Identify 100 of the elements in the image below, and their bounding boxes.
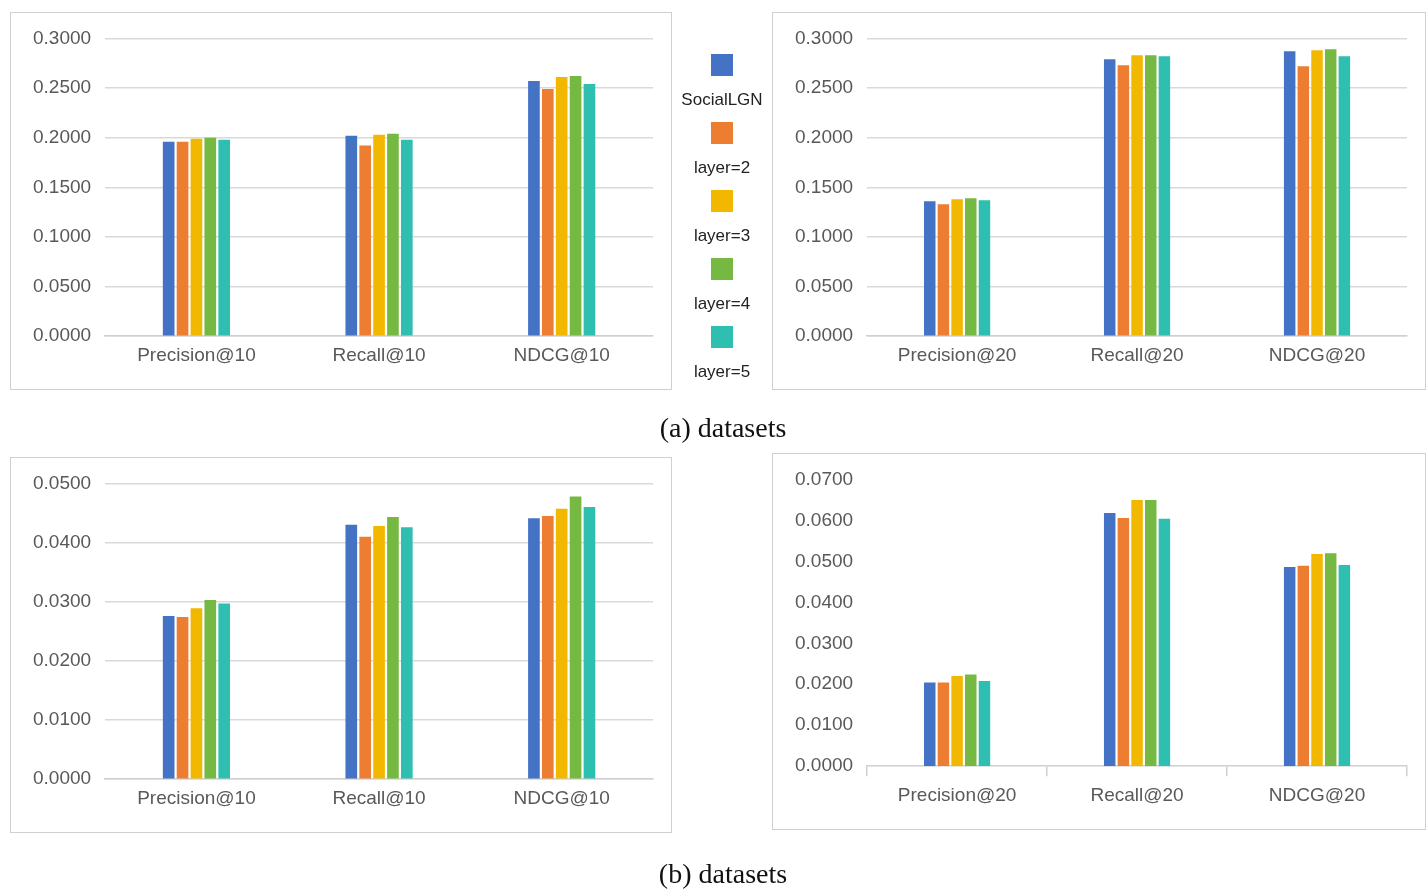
bar — [345, 135, 358, 336]
bar — [924, 682, 936, 767]
x-tick-label: NDCG@10 — [513, 343, 610, 365]
bar — [1131, 55, 1143, 336]
y-tick-label: 0.0400 — [32, 530, 92, 552]
bar — [373, 134, 385, 336]
bar — [555, 508, 568, 779]
y-tick-label: 0.3000 — [32, 26, 92, 48]
y-tick-label: 0.0500 — [794, 274, 854, 296]
y-tick-label: 0.1000 — [32, 225, 92, 247]
y-tick-label: 0.3000 — [794, 26, 854, 48]
bar — [528, 81, 540, 336]
text: (b) datasets — [657, 858, 789, 890]
x-tick-label: Recall@20 — [1090, 343, 1184, 365]
x-tick-label: Precision@10 — [137, 343, 256, 365]
bar — [569, 76, 582, 336]
bar — [190, 138, 203, 336]
x-tick-label: Precision@10 — [137, 786, 256, 808]
text: (a) datasets — [658, 412, 788, 444]
x-tick-label: NDCG@10 — [513, 786, 610, 808]
bar — [1131, 499, 1143, 767]
y-tick-label: 0.0100 — [32, 708, 92, 730]
bar — [400, 139, 413, 336]
y-tick-label: 0.2500 — [794, 76, 854, 98]
bar — [162, 615, 175, 779]
bar — [541, 89, 554, 336]
y-tick-label: 0.2000 — [794, 125, 854, 147]
y-tick-label: 0.0000 — [794, 324, 854, 346]
y-tick-label: 0.2000 — [32, 125, 92, 147]
bar — [1158, 56, 1171, 336]
bar — [190, 608, 203, 779]
bar — [1283, 51, 1296, 336]
bar — [1311, 553, 1323, 767]
bar — [204, 599, 217, 779]
y-tick-label: 0.0700 — [794, 467, 854, 489]
y-tick-label: 0.0300 — [794, 631, 854, 653]
bar — [387, 517, 399, 779]
bar — [583, 84, 596, 336]
bar — [218, 603, 231, 779]
y-tick-label: 0.0500 — [32, 274, 92, 296]
y-tick-label: 0.0100 — [794, 713, 854, 735]
x-tick-label: NDCG@20 — [1268, 783, 1366, 805]
y-tick-label: 0.1500 — [32, 175, 92, 197]
bar — [1297, 565, 1310, 767]
bar — [1297, 66, 1310, 336]
bar — [204, 137, 217, 336]
x-tick-label: Precision@20 — [897, 783, 1017, 805]
x-tick-label: Precision@20 — [897, 343, 1017, 365]
bar — [1283, 567, 1296, 767]
legend-label: layer=4 — [693, 294, 751, 314]
x-tick-label: Recall@10 — [332, 786, 426, 808]
bar — [528, 518, 540, 779]
bar — [965, 674, 977, 767]
bar — [387, 133, 399, 336]
bar — [1311, 50, 1323, 336]
y-tick-label: 0.0200 — [794, 672, 854, 694]
bar — [400, 527, 413, 779]
y-tick-label: 0.0400 — [794, 590, 854, 612]
bar — [1103, 513, 1116, 767]
bar — [541, 515, 554, 779]
bar — [359, 145, 372, 336]
bar — [1338, 565, 1351, 767]
y-tick-label: 0.2500 — [32, 76, 92, 98]
y-tick-label: 0.0000 — [32, 767, 92, 789]
x-tick-label: Recall@20 — [1090, 783, 1184, 805]
bar — [1324, 49, 1337, 336]
bar — [218, 139, 231, 336]
y-tick-label: 0.1000 — [794, 225, 854, 247]
bar — [555, 77, 568, 336]
y-tick-label: 0.0600 — [794, 508, 854, 530]
bar — [162, 141, 175, 336]
bar — [583, 507, 596, 779]
bar — [978, 200, 991, 336]
bar — [1117, 65, 1130, 336]
y-tick-label: 0.0500 — [794, 549, 854, 571]
y-tick-label: 0.1500 — [794, 175, 854, 197]
bar — [1144, 499, 1157, 767]
bar — [569, 496, 582, 779]
bar — [1324, 553, 1337, 767]
bar — [937, 682, 950, 767]
bar — [345, 524, 358, 779]
bar — [359, 536, 372, 779]
y-tick-label: 0.0000 — [32, 324, 92, 346]
y-tick-label: 0.0500 — [32, 471, 92, 493]
bar — [937, 204, 950, 336]
x-tick-label: NDCG@20 — [1268, 343, 1366, 365]
bar — [176, 617, 189, 779]
legend-label: layer=2 — [693, 158, 751, 178]
legend-label: SocialLGN — [681, 90, 763, 110]
bar — [978, 680, 991, 767]
bar — [1158, 518, 1171, 767]
y-tick-label: 0.0200 — [32, 649, 92, 671]
bar — [176, 141, 189, 336]
y-tick-label: 0.0300 — [32, 589, 92, 611]
legend-label: layer=5 — [693, 362, 751, 382]
x-tick-label: Recall@10 — [332, 343, 426, 365]
bar — [965, 198, 977, 336]
bar — [373, 526, 385, 779]
bar — [924, 201, 936, 336]
bar — [1103, 59, 1116, 336]
